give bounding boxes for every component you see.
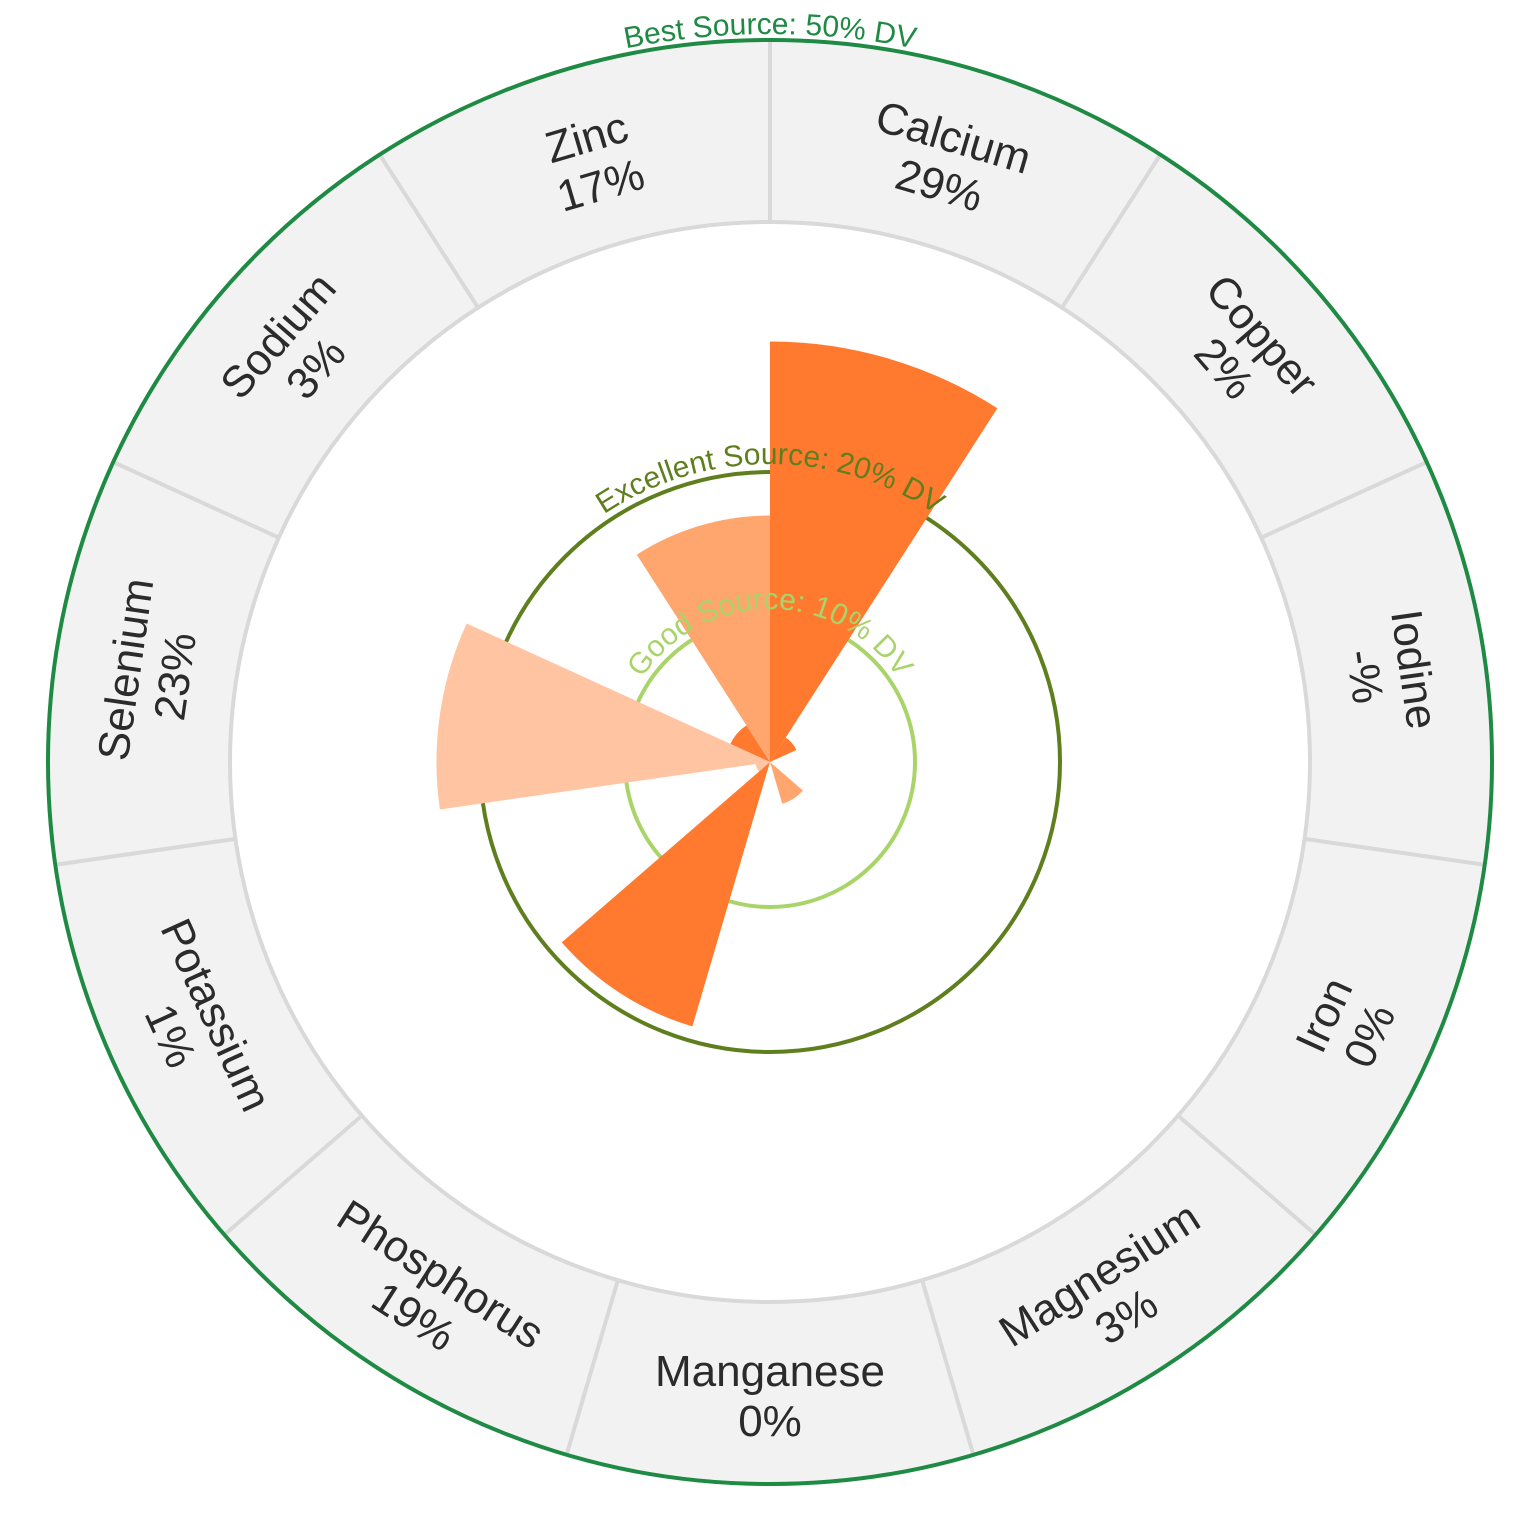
bar-copper <box>770 737 797 762</box>
bars <box>436 341 998 1027</box>
band-divider <box>57 836 236 867</box>
bar-zinc <box>636 515 770 762</box>
category-name: Manganese <box>655 1347 885 1396</box>
band-divider <box>565 1279 620 1454</box>
band-divider <box>379 155 480 309</box>
category-value: 0% <box>738 1397 802 1446</box>
category-value: -% <box>1336 646 1392 706</box>
bar-phosphorus <box>561 762 770 1027</box>
bar-selenium <box>436 623 770 810</box>
band-divider <box>224 1114 364 1236</box>
band-divider <box>1304 836 1483 867</box>
category-dividers <box>57 42 1483 1454</box>
bar-potassium <box>755 762 770 772</box>
band-divider <box>1176 1114 1316 1236</box>
best-source-ring <box>46 38 1494 1486</box>
bar-magnesium <box>770 762 803 804</box>
band-divider <box>920 1279 975 1454</box>
band-divider <box>1260 461 1426 540</box>
bar-sodium <box>730 725 770 762</box>
band-divider <box>114 461 280 540</box>
bar-calcium <box>770 341 998 762</box>
band-divider <box>1060 155 1161 309</box>
